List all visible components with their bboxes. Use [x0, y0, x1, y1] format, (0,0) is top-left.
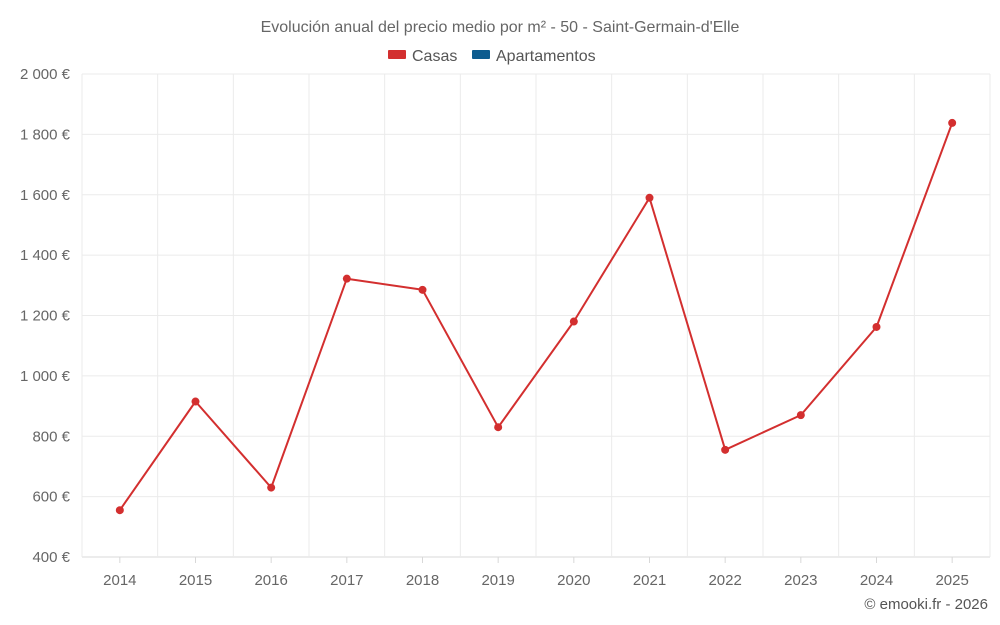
data-point-casas[interactable]	[342, 274, 351, 283]
x-tick-label: 2019	[481, 572, 514, 589]
data-point-casas[interactable]	[948, 118, 957, 127]
y-tick-label: 1 200 €	[20, 308, 71, 325]
x-tick-label: 2021	[633, 572, 666, 589]
data-point-casas[interactable]	[645, 193, 654, 202]
x-tick-label: 2018	[406, 572, 439, 589]
y-tick-label: 1 800 €	[20, 126, 71, 143]
x-gridlines	[81, 74, 991, 557]
data-point-casas[interactable]	[418, 285, 427, 294]
y-tick-label: 800 €	[32, 428, 70, 445]
x-tick-label: 2017	[330, 572, 363, 589]
series-casas	[115, 118, 957, 515]
legend-label-casas: Casas	[412, 48, 457, 65]
y-tick-label: 1 000 €	[20, 368, 71, 385]
x-tick-label: 2020	[557, 572, 590, 589]
data-point-casas[interactable]	[569, 317, 578, 326]
legend-item-casas[interactable]: Casas	[388, 48, 457, 65]
data-point-casas[interactable]	[494, 423, 503, 432]
legend: Casas Apartamentos	[388, 48, 596, 65]
data-point-casas[interactable]	[721, 445, 730, 454]
credit-text: © emooki.fr - 2026	[864, 596, 988, 613]
legend-swatch-casas	[388, 50, 406, 59]
y-tick-label: 1 400 €	[20, 247, 71, 264]
x-axis-ticks: 2014 2015 2016 2017 2018 2019 2020 2021 2022 2023…	[103, 557, 969, 589]
x-tick-label: 2023	[784, 572, 817, 589]
y-tick-label: 600 €	[32, 489, 70, 506]
series-line-casas	[118, 122, 954, 511]
x-tick-label: 2016	[254, 572, 287, 589]
data-point-casas[interactable]	[115, 506, 124, 515]
x-tick-label: 2024	[860, 572, 893, 589]
legend-label-apartamentos: Apartamentos	[496, 48, 596, 65]
legend-swatch-apartamentos	[472, 50, 490, 59]
data-point-casas[interactable]	[191, 397, 200, 406]
legend-item-apartamentos[interactable]: Apartamentos	[472, 48, 596, 65]
y-axis-ticks: 400 € 600 € 800 € 1 000 € 1 200 € 1 400 € 1 60…	[20, 66, 71, 566]
data-point-casas[interactable]	[267, 483, 276, 492]
x-tick-label: 2014	[103, 572, 136, 589]
chart-title: Evolución anual del precio medio por m² …	[261, 19, 740, 36]
x-tick-label: 2015	[179, 572, 212, 589]
x-tick-label: 2022	[708, 572, 741, 589]
x-tick-label: 2025	[935, 572, 968, 589]
y-tick-label: 2 000 €	[20, 66, 71, 83]
data-point-casas[interactable]	[872, 322, 881, 331]
y-tick-label: 1 600 €	[20, 187, 71, 204]
data-point-casas[interactable]	[796, 411, 805, 420]
y-tick-label: 400 €	[32, 549, 70, 566]
